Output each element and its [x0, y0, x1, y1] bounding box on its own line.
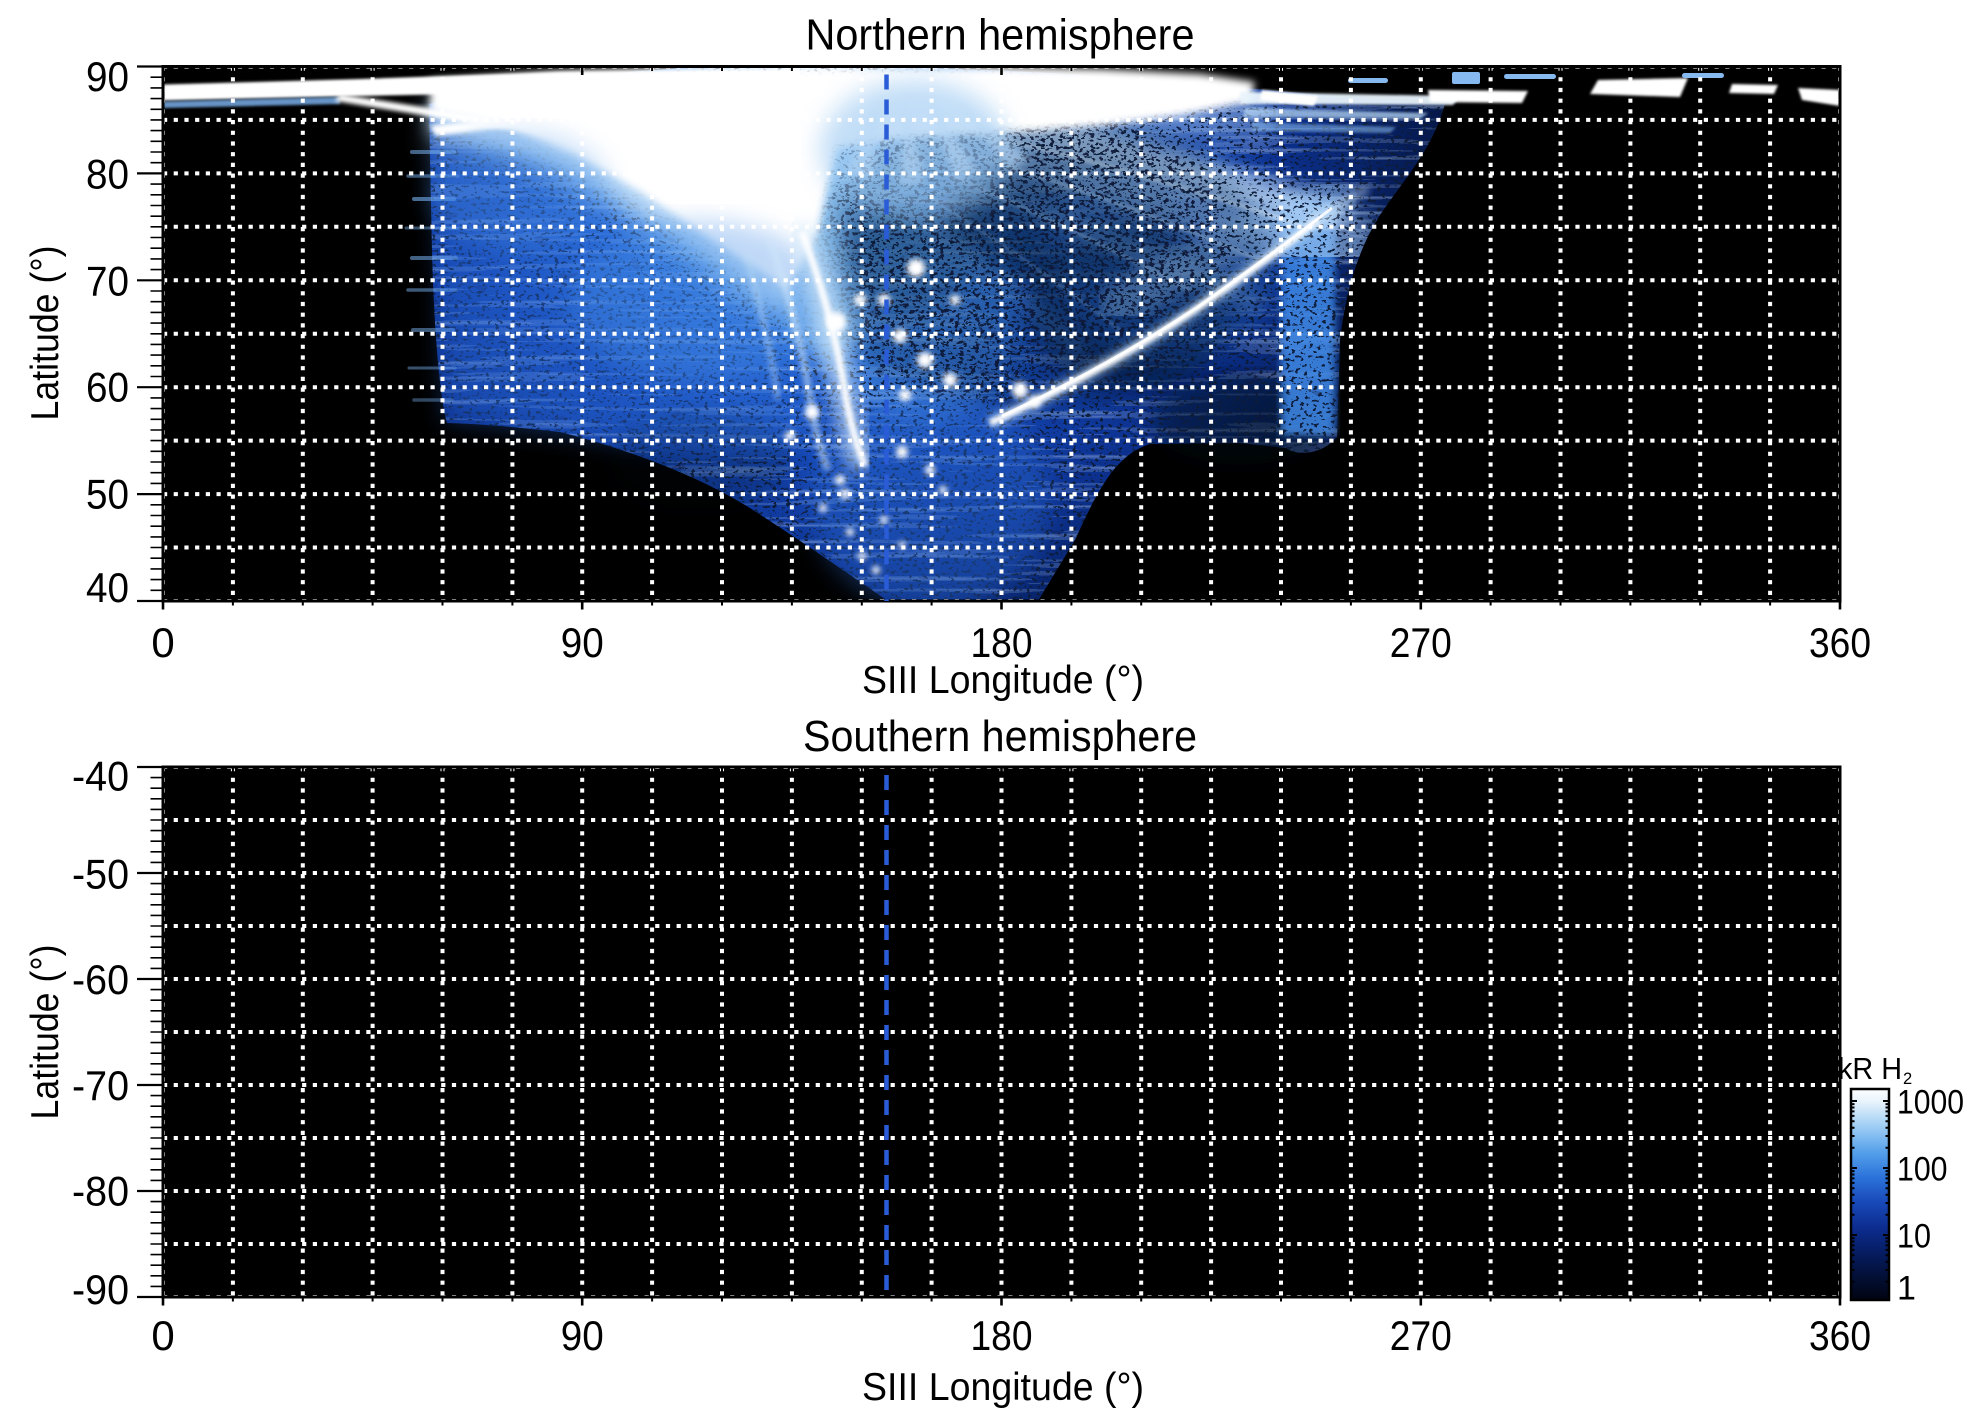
svg-text:90: 90 [86, 53, 129, 100]
svg-text:270: 270 [1390, 619, 1452, 666]
svg-text:SIII Longitude (°): SIII Longitude (°) [862, 1366, 1144, 1409]
svg-text:kR H: kR H [1838, 1051, 1902, 1086]
svg-text:90: 90 [561, 1312, 604, 1359]
svg-text:-50: -50 [72, 850, 129, 897]
svg-text:0: 0 [151, 619, 174, 666]
svg-text:2: 2 [1903, 1070, 1912, 1088]
svg-text:50: 50 [86, 471, 129, 518]
svg-text:-80: -80 [72, 1168, 129, 1215]
svg-text:360: 360 [1809, 619, 1871, 666]
svg-text:Latitude (°): Latitude (°) [24, 246, 67, 421]
svg-text:-70: -70 [72, 1062, 129, 1109]
svg-text:180: 180 [971, 619, 1033, 666]
svg-text:-40: -40 [72, 753, 129, 800]
svg-text:-90: -90 [72, 1266, 129, 1313]
svg-text:90: 90 [561, 619, 604, 666]
svg-text:40: 40 [86, 564, 129, 611]
svg-text:100: 100 [1897, 1150, 1948, 1188]
svg-text:60: 60 [86, 364, 129, 411]
svg-text:80: 80 [86, 151, 129, 198]
svg-text:10: 10 [1897, 1217, 1931, 1255]
svg-text:Northern hemisphere: Northern hemisphere [806, 11, 1195, 60]
svg-text:Latitude (°): Latitude (°) [24, 945, 67, 1120]
svg-text:-60: -60 [72, 956, 129, 1003]
svg-text:1000: 1000 [1897, 1083, 1964, 1121]
svg-text:180: 180 [971, 1312, 1033, 1359]
svg-text:270: 270 [1390, 1312, 1452, 1359]
svg-text:SIII Longitude (°): SIII Longitude (°) [862, 659, 1144, 702]
svg-text:1: 1 [1897, 1270, 1916, 1308]
svg-text:0: 0 [151, 1312, 174, 1359]
svg-text:360: 360 [1809, 1312, 1871, 1359]
svg-text:Southern hemisphere: Southern hemisphere [803, 712, 1197, 761]
svg-text:70: 70 [86, 258, 129, 305]
